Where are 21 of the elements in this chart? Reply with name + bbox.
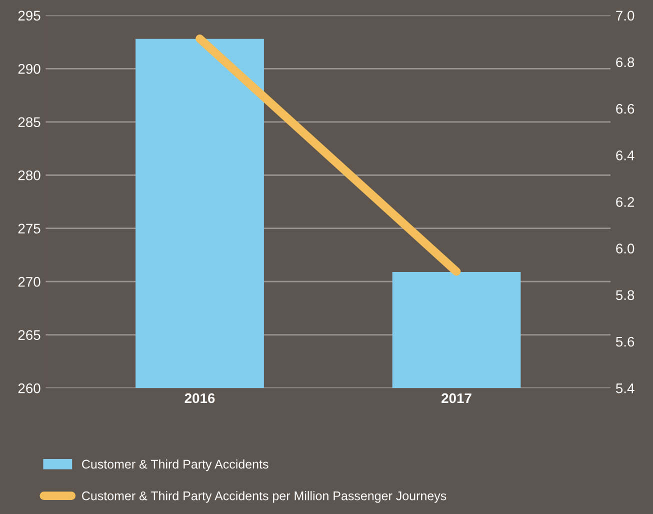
legend-label: Customer & Third Party Accidents — [82, 459, 268, 472]
x-tick-label: 2016 — [184, 393, 215, 404]
y2-tick-label: 6.4 — [616, 150, 634, 160]
x-tick-label: 2017 — [442, 393, 472, 404]
y2-tick-label: 5.6 — [616, 336, 634, 347]
y-tick-label: 285 — [18, 117, 40, 128]
y2-tick-label: 5.4 — [616, 384, 634, 394]
y2-tick-label: 6.2 — [616, 197, 634, 207]
y2-tick-label: 7.0 — [616, 10, 634, 21]
y2-tick-label: 6.0 — [616, 244, 634, 254]
legend-label: Customer & Third Party Accidents per Million Passenger Journeys — [82, 491, 446, 503]
y2-tick-label: 5.8 — [616, 290, 634, 300]
y-tick-label: 270 — [18, 276, 40, 287]
y-tick-label: 260 — [18, 383, 40, 394]
y-tick-label: 275 — [18, 224, 40, 234]
y-tick-label: 290 — [18, 64, 40, 74]
y2-tick-label: 6.6 — [616, 104, 634, 114]
y2-tick-label: 6.8 — [616, 57, 634, 68]
y-tick-label: 295 — [18, 10, 40, 21]
y-tick-label: 280 — [18, 170, 40, 180]
y-tick-label: 265 — [18, 330, 40, 340]
